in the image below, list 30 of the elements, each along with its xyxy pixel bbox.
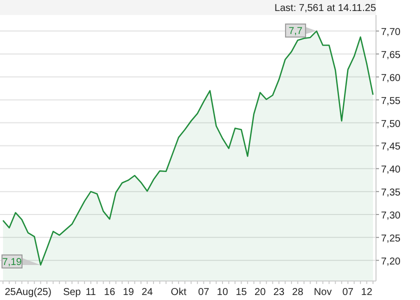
y-tick-label: 7,70 bbox=[381, 27, 401, 38]
x-tick-label: 12 bbox=[361, 287, 373, 298]
x-tick-label: 16 bbox=[104, 287, 116, 298]
y-tick-label: 7,55 bbox=[381, 96, 401, 107]
y-tick-label: 7,60 bbox=[381, 72, 401, 84]
x-tick-label: Sep bbox=[63, 287, 82, 298]
y-tick-label: 7,65 bbox=[381, 50, 401, 61]
x-tick-label: Okt bbox=[170, 287, 187, 298]
x-tick-label: 07 bbox=[198, 287, 210, 298]
annotation: 7,7 bbox=[288, 26, 303, 38]
x-tick-label: Nov bbox=[314, 287, 332, 298]
x-tick-label: 25Aug(25) bbox=[4, 287, 52, 298]
y-tick-label: 7,45 bbox=[381, 142, 401, 153]
y-tick-label: 7,25 bbox=[381, 233, 401, 244]
x-tick-label: 15 bbox=[236, 287, 248, 298]
x-tick-label: 07 bbox=[342, 287, 354, 298]
x-tick-label: 20 bbox=[254, 287, 266, 298]
annotation: 7,19 bbox=[2, 256, 22, 268]
x-tick-label: 19 bbox=[122, 287, 134, 298]
x-tick-label: 10 bbox=[216, 287, 228, 298]
y-tick-label: 7,40 bbox=[381, 164, 401, 176]
x-tick-label: 23 bbox=[273, 287, 285, 298]
x-tick-label: 24 bbox=[142, 287, 154, 298]
y-tick-label: 7,20 bbox=[381, 256, 401, 268]
text: Last: 7,561 at 14.11.25 bbox=[274, 3, 376, 14]
x-tick-label: 11 bbox=[86, 287, 96, 298]
y-tick-label: 7,50 bbox=[381, 118, 401, 130]
x-tick-label: 28 bbox=[292, 287, 304, 298]
y-tick-label: 7,30 bbox=[381, 210, 401, 222]
y-tick-label: 7,35 bbox=[381, 188, 401, 199]
